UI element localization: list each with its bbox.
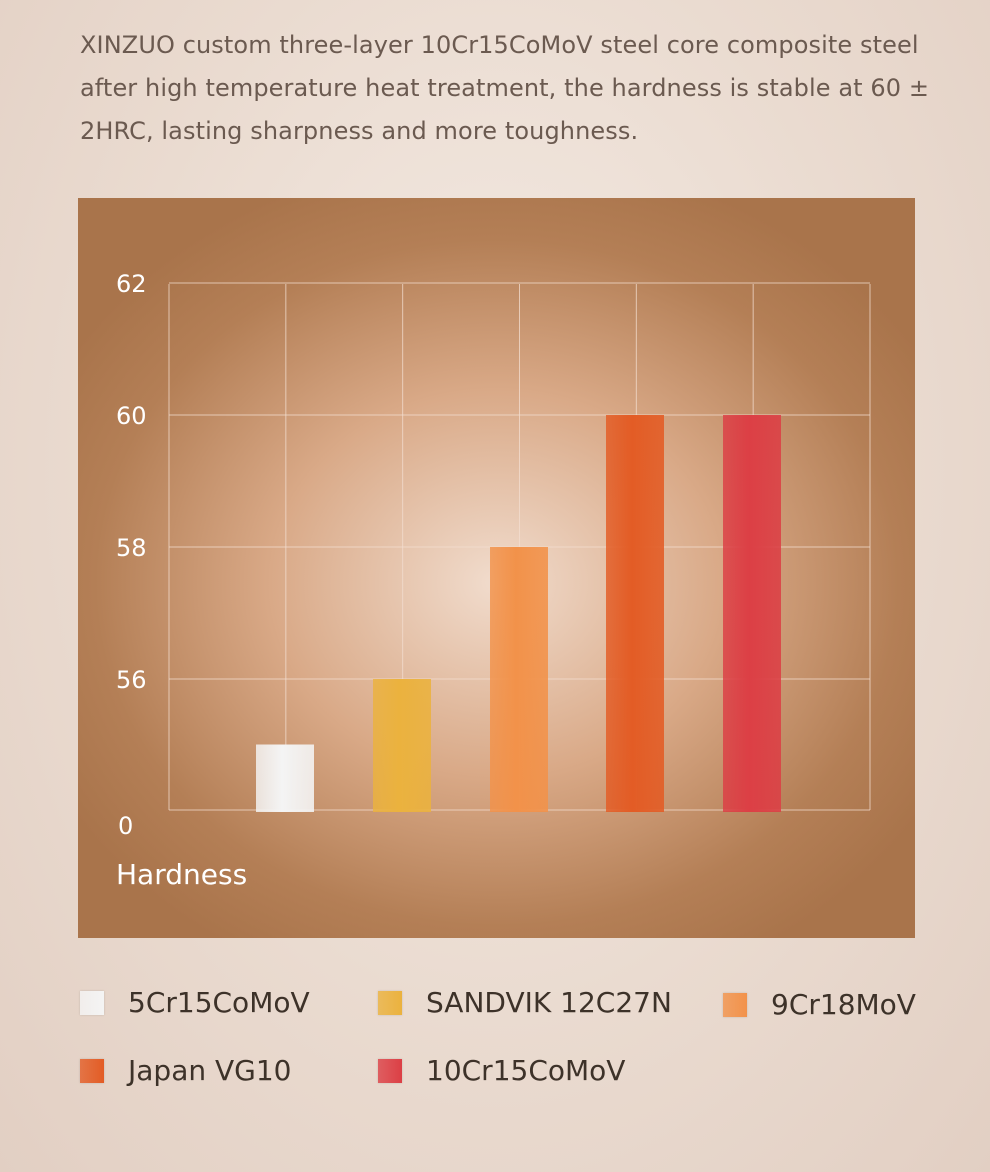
y-tick-label: 58 <box>116 534 147 562</box>
legend-swatch <box>723 992 747 1017</box>
y-tick-label: 56 <box>116 666 147 694</box>
legend-label: Japan VG10 <box>128 1054 292 1087</box>
y-tick-label: 0 <box>118 812 133 840</box>
bar-japan-vg10 <box>606 415 664 812</box>
chart-panel: 0 56 58 60 62 Hardness <box>78 198 915 938</box>
y-axis-title: Hardness <box>116 858 248 891</box>
legend-label: 5Cr15CoMoV <box>128 986 310 1019</box>
y-tick-label: 60 <box>116 402 147 430</box>
legend-swatch <box>378 1058 402 1083</box>
bar-5cr15comov <box>256 744 314 812</box>
legend-item: 10Cr15CoMoV <box>378 1054 625 1087</box>
legend-item: SANDVIK 12C27N <box>378 986 672 1019</box>
intro-text: XINZUO custom three-layer 10Cr15CoMoV st… <box>80 31 930 145</box>
legend-swatch <box>378 990 402 1015</box>
legend-swatch <box>80 1058 104 1083</box>
legend-label: SANDVIK 12C27N <box>426 986 672 1019</box>
legend-swatch <box>80 990 104 1015</box>
hardness-bar-chart: 0 56 58 60 62 <box>116 270 871 840</box>
legend-label: 9Cr18MoV <box>771 988 916 1021</box>
y-tick-label: 62 <box>116 270 147 298</box>
bar-sandvik-12c27n <box>373 679 431 812</box>
legend-item: Japan VG10 <box>80 1054 291 1087</box>
legend-item: 9Cr18MoV <box>723 988 916 1021</box>
legend-label: 10Cr15CoMoV <box>426 1054 626 1087</box>
bar-10cr15comov <box>723 415 781 812</box>
legend-item: 5Cr15CoMoV <box>80 986 310 1019</box>
bar-9cr18mov <box>490 547 548 812</box>
